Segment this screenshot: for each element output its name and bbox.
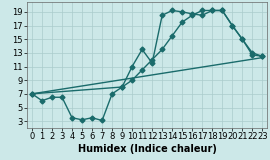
X-axis label: Humidex (Indice chaleur): Humidex (Indice chaleur): [78, 144, 217, 154]
